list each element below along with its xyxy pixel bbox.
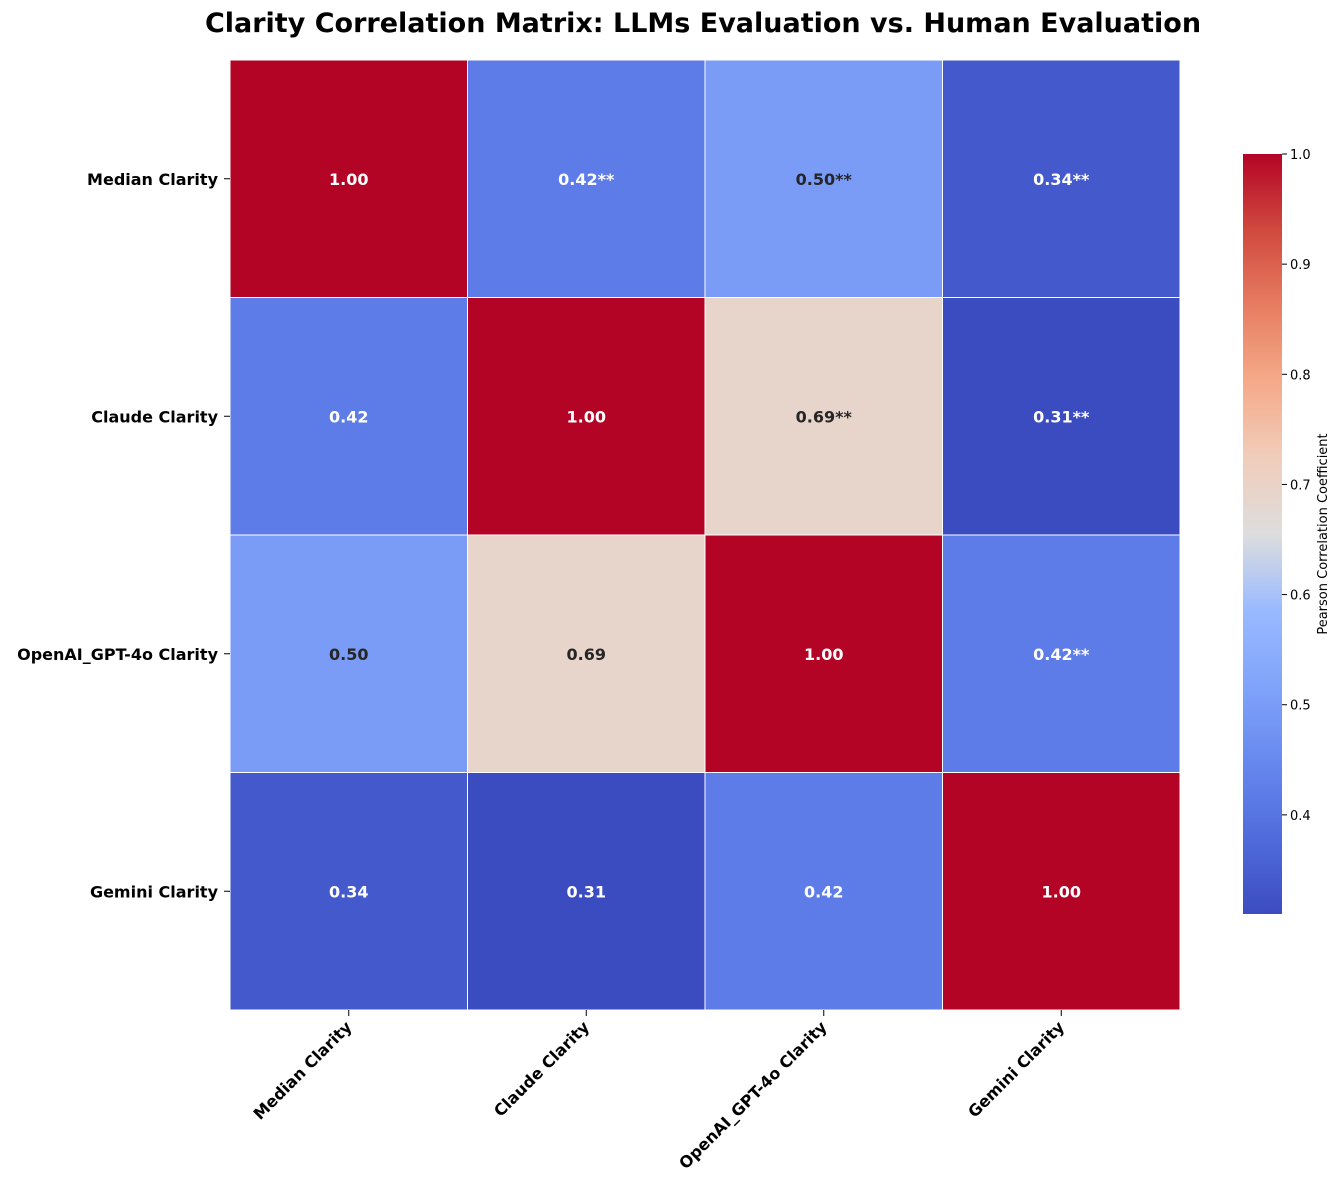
heatmap-cell [467, 772, 706, 1011]
row-label: Median Clarity [87, 170, 219, 189]
cell-annotation: 1.00 [567, 407, 606, 426]
colorbar: 0.4 0.5 0.6 0.7 0.8 0.9 1.0 Pearson Correlation… [1243, 148, 1331, 914]
heatmap-cell [467, 297, 706, 536]
cell-annotation: 0.34** [1033, 170, 1090, 189]
heatmap-cell [229, 297, 468, 536]
heatmap-cell [942, 772, 1181, 1011]
cell-annotation: 0.34 [329, 882, 368, 901]
colorbar-label: Pearson Correlation Coefficient [1316, 433, 1331, 634]
heatmap-cell [467, 534, 706, 773]
cell-annotation: 0.50 [329, 645, 368, 664]
row-labels: Median Clarity Claude Clarity OpenAI_GPT-4… [17, 170, 230, 901]
column-labels: Median Clarity Claude Clarity OpenAI_GPT-4… [250, 1010, 1068, 1173]
heatmap-cell [467, 59, 706, 298]
column-label: OpenAI_GPT-4o Clarity [675, 1017, 831, 1173]
heatmap-cell [704, 59, 943, 298]
heatmap-cell [229, 59, 468, 298]
row-label: Claude Clarity [91, 407, 218, 426]
cell-annotation: 0.42** [558, 170, 615, 189]
cell-annotation: 0.31** [1033, 407, 1090, 426]
cell-annotation: 0.42 [804, 882, 843, 901]
row-label: Gemini Clarity [90, 882, 219, 901]
heatmap-cell [942, 534, 1181, 773]
colorbar-tick-label: 0.4 [1290, 809, 1311, 824]
heatmap-cell [229, 772, 468, 1011]
colorbar-tick-label: 0.7 [1290, 478, 1311, 493]
heatmap-cell [704, 772, 943, 1011]
colorbar-tick-label: 0.8 [1290, 368, 1311, 383]
heatmap-cell [704, 297, 943, 536]
cell-annotation: 0.42 [329, 407, 368, 426]
row-label: OpenAI_GPT-4o Clarity [17, 645, 218, 664]
cell-annotation: 0.69 [567, 645, 606, 664]
cell-annotation: 0.31 [567, 882, 606, 901]
cell-annotation: 1.00 [329, 170, 368, 189]
colorbar-tick-label: 0.9 [1290, 258, 1311, 273]
column-label: Median Clarity [250, 1017, 356, 1123]
cell-annotation: 0.42** [1033, 645, 1090, 664]
colorbar-gradient [1243, 154, 1282, 914]
column-label: Gemini Clarity [964, 1017, 1068, 1121]
cell-annotation: 0.69** [796, 407, 853, 426]
heatmap-cell [942, 297, 1181, 536]
colorbar-tick-label: 0.5 [1290, 699, 1311, 714]
heatmap-cell [942, 59, 1181, 298]
colorbar-tick-label: 0.6 [1290, 589, 1311, 604]
heatmap-cells: 1.00 0.42** 0.50** 0.34** 0.42 1.00 0.69** 0.31… [229, 59, 1181, 1011]
cell-annotation: 1.00 [804, 645, 843, 664]
cell-annotation: 0.50** [796, 170, 853, 189]
cell-annotation: 1.00 [1042, 882, 1081, 901]
column-label: Claude Clarity [490, 1017, 593, 1120]
chart-title: Clarity Correlation Matrix: LLMs Evaluat… [205, 8, 1201, 39]
colorbar-tick-label: 1.0 [1290, 148, 1311, 163]
